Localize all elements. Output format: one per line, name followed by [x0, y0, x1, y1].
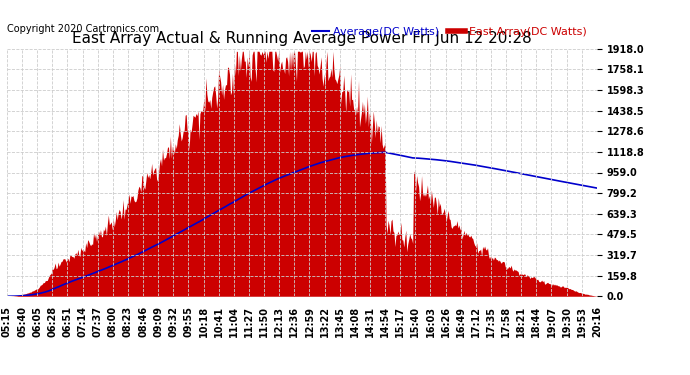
Text: Copyright 2020 Cartronics.com: Copyright 2020 Cartronics.com [7, 24, 159, 34]
Title: East Array Actual & Running Average Power Fri Jun 12 20:28: East Array Actual & Running Average Powe… [72, 31, 532, 46]
Legend: Average(DC Watts), East Array(DC Watts): Average(DC Watts), East Array(DC Watts) [308, 22, 591, 41]
